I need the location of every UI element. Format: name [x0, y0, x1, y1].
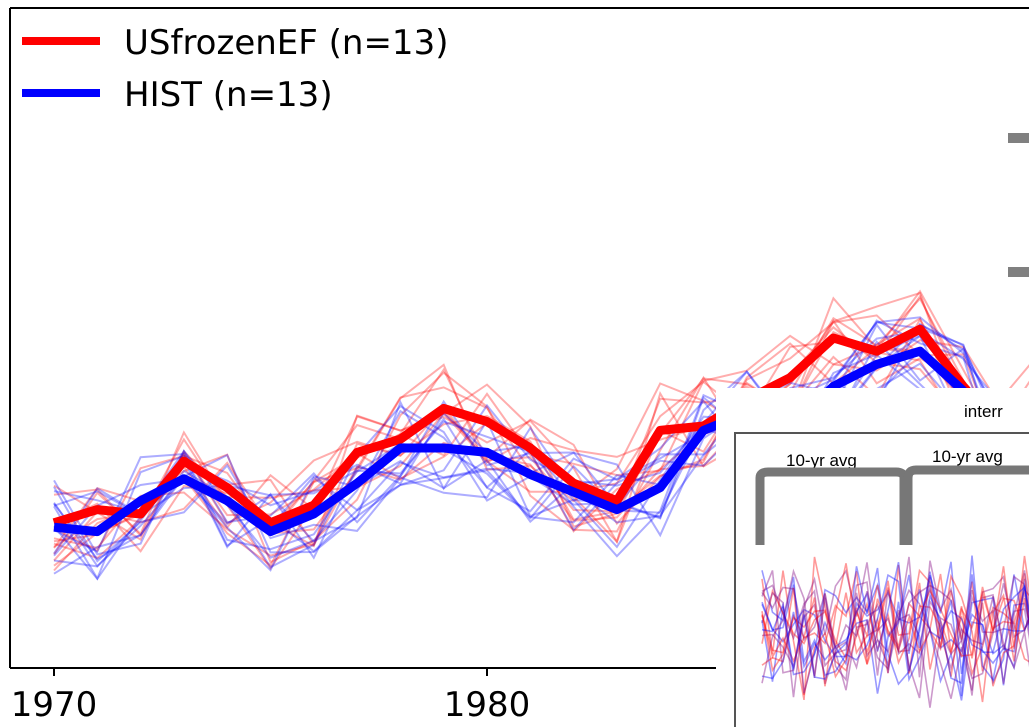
- inset-line-3: [761, 575, 1029, 708]
- inset-line-17: [761, 562, 1029, 697]
- inset-bracket-2: [903, 465, 1029, 545]
- inset-line-8: [761, 570, 1029, 694]
- inset-noise-lines: [761, 555, 1029, 708]
- inset-title: interr: [964, 402, 1003, 421]
- inset-bracket-1: [755, 467, 909, 545]
- inset-line-18: [761, 568, 1029, 684]
- inset-line-15: [761, 556, 1029, 698]
- inset-line-7: [761, 573, 1029, 687]
- legend: USfrozenEF (n=13) HIST (n=13): [22, 23, 448, 115]
- inset-line-12: [761, 562, 1029, 699]
- inset-line-6: [761, 575, 1029, 696]
- inset-line-14: [761, 555, 1029, 694]
- inset-line-16: [761, 555, 1029, 687]
- member-line-hist-9: [53, 323, 1029, 568]
- x-tick-label-1970: 1970: [11, 685, 98, 725]
- member-line-hist-10: [53, 330, 1029, 575]
- member-line-hist-7: [53, 319, 1029, 581]
- inset-frame: [734, 432, 1029, 727]
- inset-panel: interr 10-yr avg 10-yr avg: [716, 388, 1029, 727]
- member-line-hist-6: [53, 316, 1029, 559]
- legend-label-hist: HIST (n=13): [124, 75, 333, 115]
- member-line-hist-12: [53, 321, 1029, 581]
- inset-backdrop: [716, 388, 1029, 727]
- inset-bracket-label-2: 10-yr avg: [932, 447, 1003, 466]
- member-line-hist-3: [53, 322, 1029, 568]
- inset-line-11: [761, 561, 1029, 686]
- inset-line-2: [761, 574, 1029, 685]
- inset-line-9: [761, 586, 1029, 699]
- inset-line-13: [761, 573, 1029, 703]
- inset-line-10: [761, 564, 1029, 677]
- inset-bracket-label-1: 10-yr avg: [786, 451, 857, 470]
- inset-line-5: [761, 566, 1029, 701]
- inset-line-4: [761, 568, 1029, 672]
- legend-label-usfrozenef: USfrozenEF (n=13): [124, 23, 448, 63]
- inset-line-1: [761, 556, 1029, 701]
- x-tick-label-1980: 1980: [444, 685, 531, 725]
